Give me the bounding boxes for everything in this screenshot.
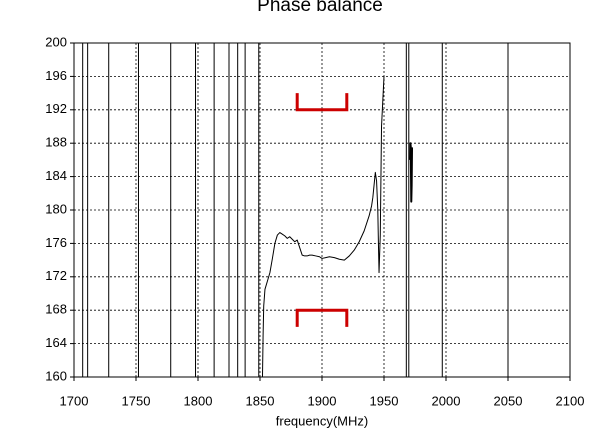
vertical-traces: [82, 43, 509, 377]
x-axis-ticks: 1700 1750 1800 1850 1900 1950 2000 2050 2100: [60, 377, 585, 408]
y-tick-label: 180: [45, 201, 67, 216]
x-tick-label: 1850: [246, 393, 275, 408]
x-tick-label: 2100: [556, 393, 585, 408]
x-tick-label: 2000: [432, 393, 461, 408]
y-tick-label: 160: [45, 368, 67, 383]
x-tick-label: 1900: [308, 393, 337, 408]
y-tick-label: 188: [45, 135, 67, 150]
data-series: [261, 76, 414, 378]
grid-lines: [74, 43, 570, 377]
x-tick-label: 1950: [370, 393, 399, 408]
upper-spec-bracket: [295, 93, 349, 112]
y-tick-label: 196: [45, 68, 67, 83]
x-tick-label: 2050: [494, 393, 523, 408]
y-axis-ticks: 160 164 168 172 176 180 184 188 192 196 200: [45, 34, 74, 383]
x-tick-label: 1800: [184, 393, 213, 408]
x-tick-label: 1700: [60, 393, 89, 408]
y-tick-label: 176: [45, 235, 67, 250]
lower-spec-bracket: [295, 308, 349, 327]
chart-title: Phase balance: [257, 0, 383, 16]
series-line-2: [409, 142, 414, 203]
y-tick-label: 192: [45, 101, 67, 116]
y-tick-label: 168: [45, 302, 67, 317]
spec-brackets: [295, 93, 349, 327]
y-tick-label: 184: [45, 168, 67, 183]
y-tick-label: 172: [45, 268, 67, 283]
y-tick-label: 200: [45, 34, 67, 49]
x-tick-label: 1750: [122, 393, 151, 408]
series-line-1: [261, 76, 385, 378]
y-tick-label: 164: [45, 335, 67, 350]
x-axis-label: frequency(MHz): [276, 413, 368, 428]
